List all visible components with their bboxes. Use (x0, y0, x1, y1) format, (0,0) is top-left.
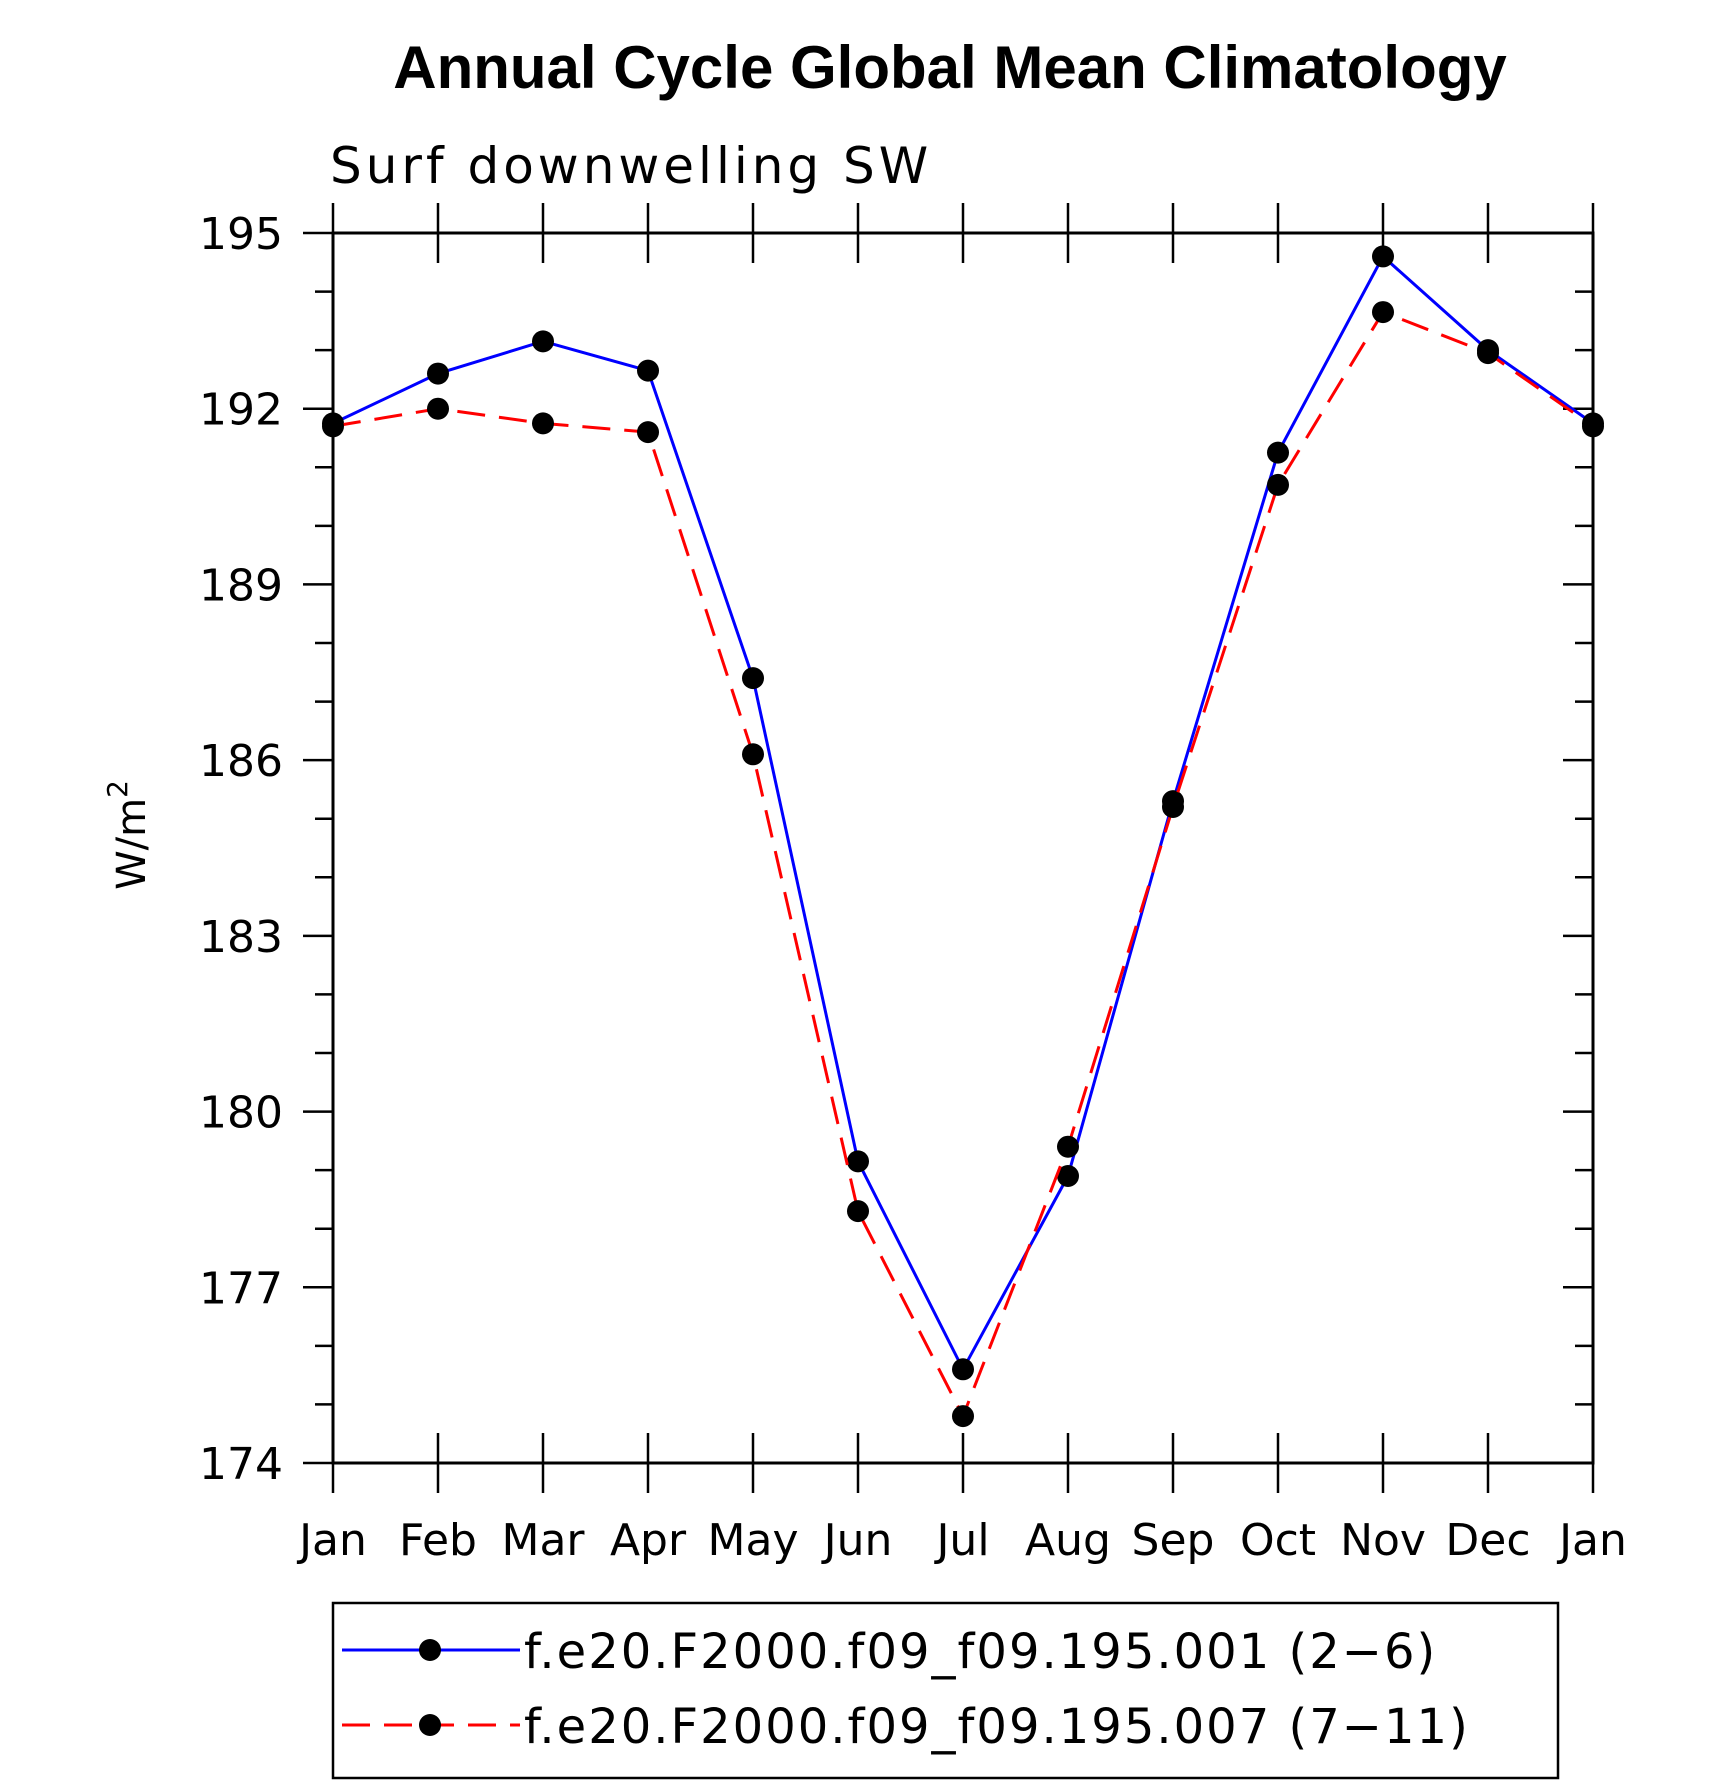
x-tick-label: Mar (501, 1515, 585, 1566)
svg-text:W/m2: W/m2 (101, 780, 155, 890)
x-tick-label: Apr (610, 1515, 687, 1566)
series-line (332, 254, 1594, 1373)
legend-marker-series-2 (419, 1714, 441, 1736)
data-point (427, 397, 449, 420)
legend-box (331, 1601, 1560, 1780)
data-point (742, 667, 764, 690)
plot-frame (331, 231, 1595, 1465)
data-point (532, 330, 554, 353)
data-point (532, 412, 554, 435)
data-point (1267, 473, 1289, 496)
chart-subtitle: Surf downwelling SW (330, 137, 932, 195)
legend-label-series-2: f.e20.F2000.f09_f09.195.007 (7−11) (524, 1699, 1470, 1755)
y-axis-label-text: W/m (109, 798, 155, 890)
series-2 (322, 301, 1604, 1428)
data-point (742, 743, 764, 766)
y-axis-label-superscript: 2 (101, 780, 134, 798)
x-tick-labels: Jan Feb Mar Apr May Jun Jul Aug Sep Oct Nov Dec Jan (296, 1515, 1627, 1566)
series-line (332, 310, 1594, 1420)
data-point (847, 1200, 869, 1223)
x-tick-label: Oct (1240, 1515, 1316, 1566)
data-point (1372, 245, 1394, 268)
x-tick-label: Feb (399, 1515, 477, 1566)
y-tick-label: 183 (199, 912, 283, 963)
data-point (427, 362, 449, 385)
data-point (1477, 342, 1499, 365)
y-tick-label: 177 (199, 1263, 283, 1314)
x-tick-label: Dec (1445, 1515, 1530, 1566)
x-tick-label: Nov (1340, 1515, 1426, 1566)
y-tick-label: 195 (199, 209, 283, 260)
data-point (847, 1150, 869, 1173)
y-tick-label: 174 (199, 1439, 283, 1490)
x-tick-label: Jun (821, 1515, 893, 1566)
y-tick-labels: 174 177 180 183 186 189 192 195 (199, 209, 283, 1490)
y-tick-label: 189 (199, 560, 283, 611)
data-point (952, 1405, 974, 1428)
y-tick-label: 180 (199, 1088, 283, 1139)
x-tick-label: Jul (933, 1515, 989, 1566)
y-tick-label: 186 (199, 736, 283, 787)
chart-title: Annual Cycle Global Mean Climatology (393, 34, 1507, 101)
legend-marker-series-1 (419, 1639, 441, 1661)
data-point (1267, 441, 1289, 464)
data-point (1057, 1135, 1079, 1158)
x-tick-label: Aug (1025, 1515, 1111, 1566)
data-point (637, 421, 659, 444)
legend-label-series-1: f.e20.F2000.f09_f09.195.001 (2−6) (524, 1624, 1437, 1680)
data-point (637, 359, 659, 382)
x-tick-label: Jan (1556, 1515, 1627, 1566)
x-tick-label: Sep (1132, 1515, 1215, 1566)
series-layer (322, 245, 1604, 1428)
legend: f.e20.F2000.f09_f09.195.001 (2−6) f.e20.… (331, 1601, 1560, 1780)
data-point (1372, 301, 1394, 324)
y-axis-label: W/m2 (101, 780, 155, 890)
data-point (1162, 796, 1184, 818)
data-point (952, 1358, 974, 1381)
axis-ticks (303, 203, 1595, 1493)
x-tick-label: Jan (296, 1515, 367, 1566)
series-1 (322, 245, 1604, 1381)
x-tick-label: May (708, 1515, 799, 1566)
y-tick-label: 192 (199, 385, 283, 436)
data-point (1057, 1165, 1079, 1187)
